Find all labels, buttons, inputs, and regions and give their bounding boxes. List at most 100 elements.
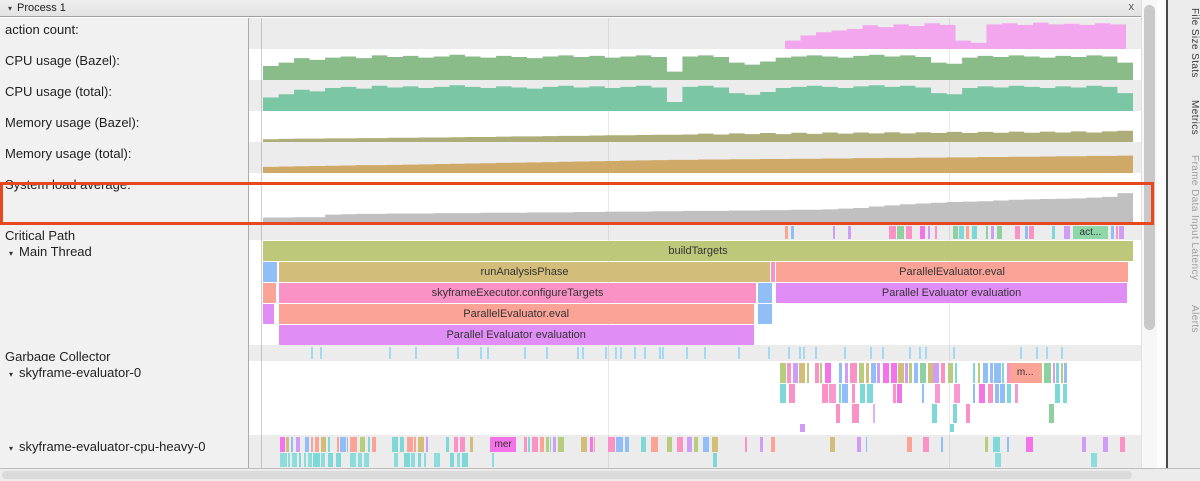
trace-event[interactable] [287, 453, 290, 467]
trace-event[interactable] [919, 363, 926, 383]
metric-area-chart[interactable] [263, 52, 1133, 80]
trace-event[interactable] [685, 347, 688, 359]
trace-event[interactable] [1048, 404, 1055, 423]
trace-event[interactable] [865, 363, 870, 383]
trace-event[interactable] [1111, 226, 1115, 239]
trace-event[interactable] [952, 226, 958, 239]
tab-alerts[interactable]: Alerts [1189, 305, 1200, 333]
trace-event[interactable] [931, 404, 937, 423]
trace-event[interactable] [358, 453, 362, 467]
trace-event[interactable] [308, 453, 312, 467]
trace-event[interactable] [624, 437, 629, 452]
trace-event[interactable] [703, 347, 706, 359]
trace-event[interactable] [832, 226, 835, 239]
collapse-icon[interactable]: ▾ [9, 370, 14, 379]
trace-event[interactable] [836, 404, 840, 423]
trace-event[interactable] [608, 437, 615, 452]
trace-event[interactable] [604, 347, 607, 359]
trace-event[interactable] [972, 384, 975, 403]
trace-span[interactable]: Parallel Evaluator evaluation [278, 325, 754, 345]
trace-event[interactable] [1044, 363, 1051, 383]
trace-span[interactable]: runAnalysisPhase [278, 262, 771, 282]
trace-event[interactable] [785, 226, 789, 239]
trace-event[interactable] [350, 437, 357, 452]
trace-event[interactable] [933, 363, 939, 383]
trace-event[interactable] [423, 453, 427, 467]
trace-event[interactable] [858, 363, 865, 383]
horizontal-scrollbar[interactable] [0, 468, 1200, 481]
trace-event[interactable] [1055, 363, 1059, 383]
trace-event[interactable] [843, 347, 846, 359]
trace-event[interactable] [1055, 384, 1061, 403]
trace-event[interactable] [798, 347, 801, 359]
trace-event[interactable] [793, 363, 798, 383]
trace-event[interactable] [295, 437, 301, 452]
trace-event[interactable] [686, 437, 693, 452]
trace-event[interactable] [814, 347, 817, 359]
trace-event[interactable] [1015, 384, 1019, 403]
trace-event[interactable] [418, 437, 424, 452]
trace-event[interactable] [1091, 453, 1097, 467]
trace-event[interactable] [991, 226, 995, 239]
trace-event[interactable] [841, 384, 848, 403]
trace-span[interactable]: ParallelEvaluator.eval [278, 304, 754, 324]
trace-event[interactable] [641, 437, 646, 452]
trace-event[interactable] [737, 347, 740, 359]
trace-event[interactable] [845, 363, 849, 383]
trace-event[interactable] [744, 437, 748, 452]
trace-span[interactable]: skyframeExecutor.configureTargets [278, 283, 757, 303]
trace-event[interactable] [615, 347, 618, 359]
trace-event[interactable] [822, 384, 829, 403]
trace-event[interactable] [760, 437, 764, 452]
collapse-icon[interactable]: ▾ [8, 3, 13, 13]
metric-area-chart[interactable] [263, 83, 1133, 111]
metric-area-chart[interactable] [263, 114, 1133, 142]
trace-event[interactable] [935, 384, 940, 403]
close-icon[interactable]: x [1128, 1, 1135, 13]
trace-event[interactable] [852, 404, 859, 423]
trace-event[interactable] [882, 363, 889, 383]
metric-area-chart[interactable] [263, 185, 1133, 222]
trace-event[interactable] [904, 363, 908, 383]
trace-event[interactable] [847, 226, 852, 239]
trace-event[interactable] [291, 453, 298, 467]
trace-event[interactable] [523, 347, 526, 359]
trace-event[interactable] [829, 437, 835, 452]
trace-event[interactable] [321, 437, 326, 452]
trace-event[interactable] [829, 384, 836, 403]
trace-event[interactable] [400, 437, 405, 452]
trace-event[interactable] [350, 453, 357, 467]
trace-span-small[interactable] [758, 304, 772, 324]
trace-event[interactable] [558, 437, 565, 452]
trace-event[interactable] [989, 363, 994, 383]
trace-event[interactable] [802, 347, 805, 359]
trace-event[interactable] [935, 226, 937, 239]
trace-event[interactable] [787, 347, 790, 359]
trace-event[interactable] [779, 363, 786, 383]
trace-event[interactable] [321, 453, 326, 467]
trace-event[interactable] [799, 424, 805, 432]
trace-event[interactable] [456, 453, 460, 467]
trace-event[interactable] [456, 347, 459, 359]
trace-event[interactable] [820, 363, 822, 383]
trace-event[interactable] [337, 437, 340, 452]
trace-event[interactable] [666, 437, 672, 452]
trace-event[interactable] [1060, 347, 1063, 359]
trace-event[interactable] [1014, 226, 1020, 239]
trace-event[interactable] [852, 384, 856, 403]
trace-event[interactable] [1116, 226, 1118, 239]
trace-event[interactable] [310, 437, 314, 452]
trace-event[interactable] [524, 437, 527, 452]
trace-event[interactable] [310, 347, 313, 359]
trace-event[interactable] [1051, 226, 1056, 239]
trace-event[interactable] [616, 437, 624, 452]
trace-event[interactable] [994, 363, 1001, 383]
trace-event[interactable] [767, 347, 770, 359]
trace-event[interactable] [919, 226, 925, 239]
trace-event[interactable] [662, 347, 665, 359]
trace-event[interactable] [870, 363, 876, 383]
trace-event[interactable] [392, 437, 398, 452]
trace-event[interactable] [865, 437, 868, 452]
tab-metrics[interactable]: Metrics [1189, 100, 1200, 136]
trace-event[interactable] [290, 437, 293, 452]
